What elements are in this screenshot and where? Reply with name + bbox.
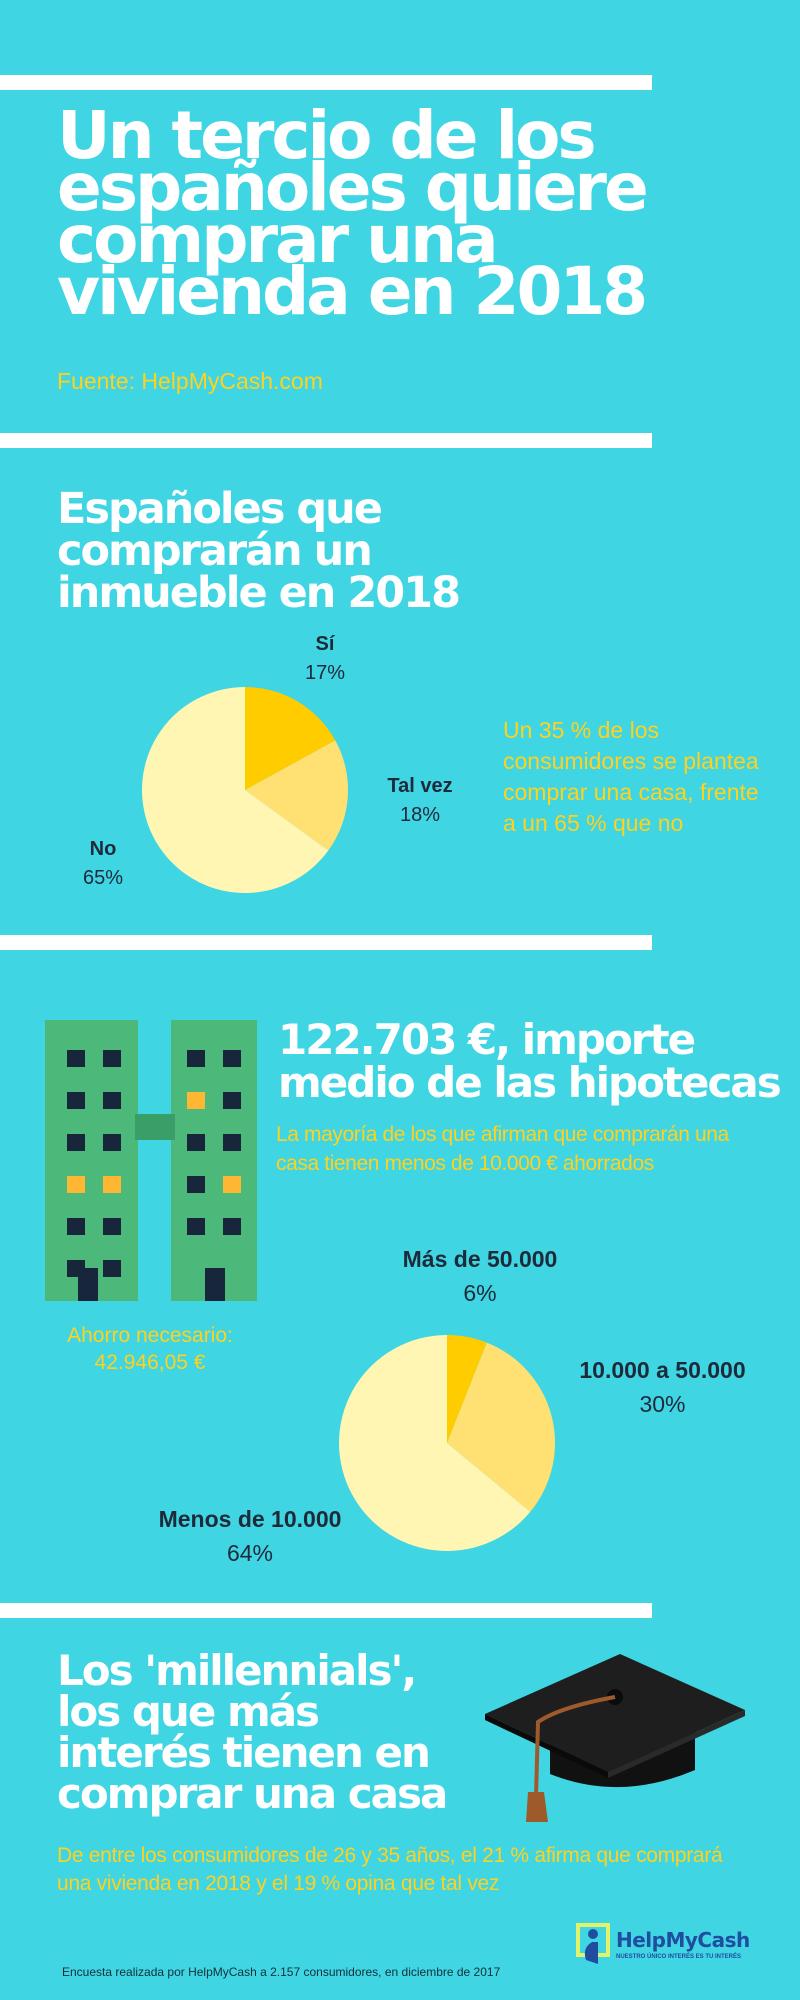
data-label: Tal vez xyxy=(387,775,453,797)
pie-slice xyxy=(141,687,329,893)
title-line: 122.703 €, importe xyxy=(278,1015,696,1064)
pie2-label-mas50: Más de 50.000 6% xyxy=(380,1242,580,1310)
title-line: Los 'millennials', xyxy=(57,1646,417,1695)
graduation-cap-icon xyxy=(485,1654,745,1822)
savings-box: Ahorro necesario: 42.946,05 € xyxy=(40,1322,260,1376)
data-label: 65% xyxy=(82,867,124,889)
logo-tagline: NUESTRO ÚNICO INTERÉS ES TU INTERÉS xyxy=(616,1954,742,1960)
title-line: inmueble en 2018 xyxy=(57,568,461,618)
divider-bar xyxy=(0,935,652,950)
section2-subtitle: La mayoría de los que afirman que compra… xyxy=(276,1123,729,1175)
section2-title: 122.703 €, importe medio de las hipoteca… xyxy=(278,1015,782,1107)
section3-body: De entre los consumidores de 26 y 35 año… xyxy=(57,1844,723,1895)
footer-note: Encuesta realizada por HelpMyCash a 2.15… xyxy=(62,1965,501,1979)
page-title: Un tercio de los españoles quiere compra… xyxy=(57,97,649,330)
data-label: 17% xyxy=(304,662,346,684)
title-line: los que más xyxy=(57,1687,320,1736)
title-line: comprar una casa xyxy=(57,1769,448,1818)
title-line: comprar una xyxy=(57,201,499,278)
building-icon xyxy=(45,1020,257,1301)
section3-title: Los 'millennials', los que más interés t… xyxy=(57,1646,448,1818)
data-label: 18% xyxy=(399,804,441,826)
section1-title: Españoles que comprarán un inmueble en 2… xyxy=(57,484,461,618)
data-label: Sí xyxy=(315,633,335,655)
savings-label: Ahorro necesario: xyxy=(67,1324,233,1347)
pie1-label-si: Sí 17% xyxy=(290,630,360,688)
title-line: comprarán un xyxy=(57,526,373,576)
data-label: 10.000 a 50.000 xyxy=(579,1357,746,1383)
title-line: Un tercio de los xyxy=(57,97,597,174)
pie-slice xyxy=(245,740,348,851)
pie-chart-purchase-intent xyxy=(141,687,348,893)
divider-bar xyxy=(0,75,652,90)
pie-slice xyxy=(245,687,336,790)
data-label: 6% xyxy=(463,1280,497,1306)
pie-slice xyxy=(447,1342,555,1512)
section1-summary: Un 35 % de los consumidores se plantea c… xyxy=(503,717,759,836)
pie-chart-savings xyxy=(339,1335,555,1551)
title-line: españoles quiere xyxy=(57,149,649,226)
pie-slice xyxy=(447,1335,487,1443)
title-line: medio de las hipotecas xyxy=(278,1058,782,1107)
data-label: Menos de 10.000 xyxy=(158,1506,342,1532)
logo-mark-icon xyxy=(576,1923,610,1964)
source-text: Fuente: HelpMyCash.com xyxy=(57,368,323,394)
logo-text: HelpMyCash xyxy=(616,1928,750,1952)
pie1-label-talvez: Tal vez 18% xyxy=(370,772,470,830)
title-line: Españoles que xyxy=(57,484,383,534)
pie2-label-menos10: Menos de 10.000 64% xyxy=(140,1502,360,1570)
data-label: 30% xyxy=(639,1391,686,1417)
data-label: 64% xyxy=(226,1540,274,1566)
title-line: interés tienen en xyxy=(57,1728,431,1777)
pie1-label-no: No 65% xyxy=(68,835,138,893)
data-label: Más de 50.000 xyxy=(402,1246,558,1272)
pie-slice xyxy=(339,1335,531,1551)
helpmycash-logo: HelpMyCash NUESTRO ÚNICO INTERÉS ES TU I… xyxy=(568,1920,768,1970)
divider-bar xyxy=(0,1603,652,1618)
title-line: vivienda en 2018 xyxy=(57,253,648,330)
divider-bar xyxy=(0,433,652,448)
data-label: No xyxy=(89,838,117,860)
pie2-label-10a50: 10.000 a 50.000 30% xyxy=(555,1353,770,1421)
savings-value: 42.946,05 € xyxy=(94,1351,206,1374)
